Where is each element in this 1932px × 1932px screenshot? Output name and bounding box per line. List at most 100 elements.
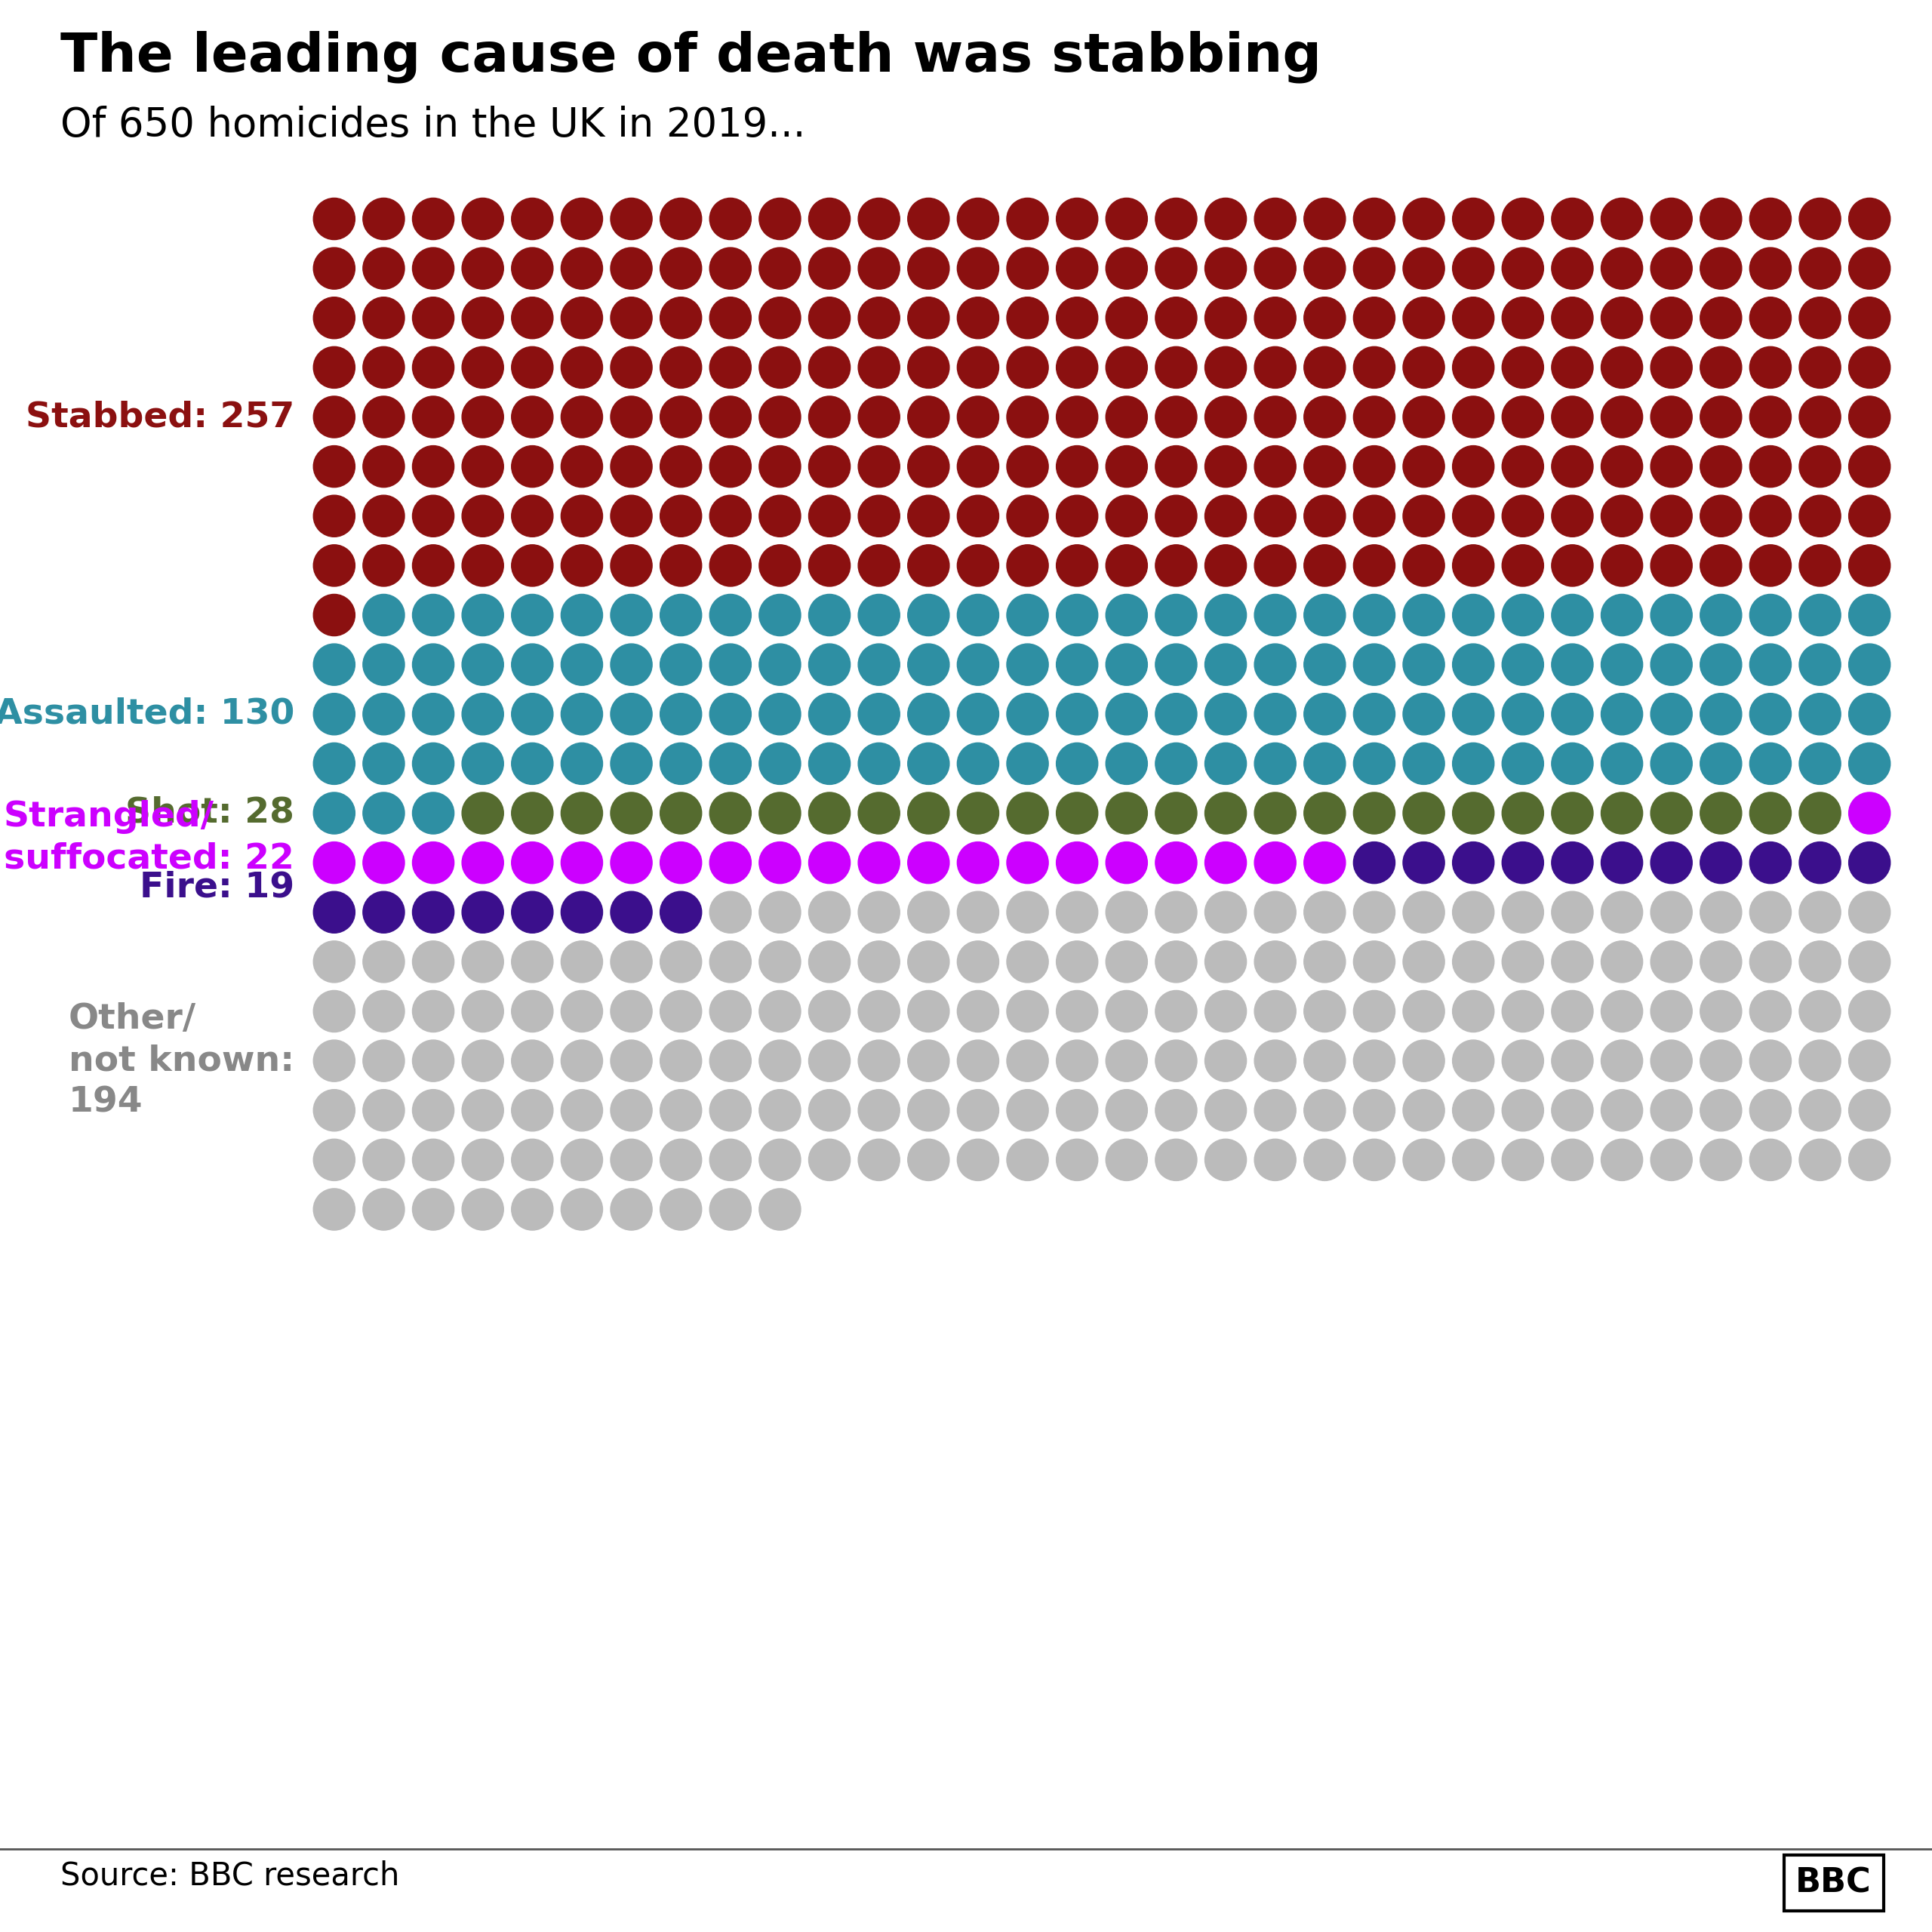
Circle shape xyxy=(1849,199,1889,240)
Circle shape xyxy=(1849,595,1889,636)
Circle shape xyxy=(1354,495,1395,537)
Circle shape xyxy=(759,199,800,240)
Circle shape xyxy=(1849,991,1889,1032)
Circle shape xyxy=(1007,247,1049,290)
Circle shape xyxy=(810,694,850,734)
Circle shape xyxy=(1551,495,1594,537)
Circle shape xyxy=(363,643,404,686)
Circle shape xyxy=(1750,396,1791,439)
Circle shape xyxy=(1849,298,1889,338)
Circle shape xyxy=(363,842,404,883)
Circle shape xyxy=(1057,346,1097,388)
Circle shape xyxy=(1206,396,1246,439)
Circle shape xyxy=(313,495,355,537)
Circle shape xyxy=(908,1090,949,1130)
Circle shape xyxy=(1057,1039,1097,1082)
Circle shape xyxy=(1650,941,1692,983)
Circle shape xyxy=(1453,1090,1493,1130)
Circle shape xyxy=(1551,941,1594,983)
Circle shape xyxy=(363,792,404,835)
Circle shape xyxy=(1304,396,1345,439)
Circle shape xyxy=(412,941,454,983)
Text: Stabbed: 257: Stabbed: 257 xyxy=(25,400,294,435)
Circle shape xyxy=(1354,991,1395,1032)
Circle shape xyxy=(1304,1090,1345,1130)
Circle shape xyxy=(1304,545,1345,585)
Circle shape xyxy=(1105,495,1148,537)
Circle shape xyxy=(1304,247,1345,290)
Circle shape xyxy=(759,694,800,734)
Circle shape xyxy=(759,595,800,636)
Circle shape xyxy=(1650,545,1692,585)
Circle shape xyxy=(810,1090,850,1130)
Circle shape xyxy=(1057,247,1097,290)
Circle shape xyxy=(759,545,800,585)
Circle shape xyxy=(313,891,355,933)
Circle shape xyxy=(1304,595,1345,636)
Circle shape xyxy=(1403,643,1445,686)
Circle shape xyxy=(363,1090,404,1130)
Circle shape xyxy=(1057,891,1097,933)
Circle shape xyxy=(1650,1090,1692,1130)
Circle shape xyxy=(759,792,800,835)
Circle shape xyxy=(560,298,603,338)
Circle shape xyxy=(1155,396,1198,439)
Circle shape xyxy=(1105,396,1148,439)
Circle shape xyxy=(1602,545,1642,585)
Circle shape xyxy=(1799,545,1841,585)
Circle shape xyxy=(462,298,504,338)
Circle shape xyxy=(759,298,800,338)
Circle shape xyxy=(709,595,752,636)
Circle shape xyxy=(858,792,900,835)
Circle shape xyxy=(661,1140,701,1180)
Circle shape xyxy=(412,694,454,734)
Circle shape xyxy=(858,694,900,734)
Circle shape xyxy=(1849,346,1889,388)
Circle shape xyxy=(956,742,999,784)
Circle shape xyxy=(1155,842,1198,883)
Circle shape xyxy=(1700,595,1743,636)
Circle shape xyxy=(1551,396,1594,439)
Circle shape xyxy=(1403,495,1445,537)
Circle shape xyxy=(759,247,800,290)
Circle shape xyxy=(661,1188,701,1231)
Circle shape xyxy=(1551,1140,1594,1180)
Circle shape xyxy=(560,247,603,290)
Circle shape xyxy=(1650,1140,1692,1180)
Circle shape xyxy=(363,694,404,734)
Circle shape xyxy=(709,199,752,240)
Circle shape xyxy=(1155,247,1198,290)
Circle shape xyxy=(1403,545,1445,585)
Circle shape xyxy=(759,742,800,784)
Circle shape xyxy=(1304,842,1345,883)
Circle shape xyxy=(1453,742,1493,784)
Circle shape xyxy=(1501,643,1544,686)
Circle shape xyxy=(1700,199,1743,240)
Circle shape xyxy=(1155,1140,1198,1180)
Circle shape xyxy=(611,446,653,487)
Circle shape xyxy=(1057,1140,1097,1180)
Circle shape xyxy=(1551,742,1594,784)
Circle shape xyxy=(1155,742,1198,784)
Circle shape xyxy=(462,1188,504,1231)
Circle shape xyxy=(956,1140,999,1180)
Circle shape xyxy=(560,991,603,1032)
Circle shape xyxy=(611,792,653,835)
Circle shape xyxy=(759,991,800,1032)
Circle shape xyxy=(908,941,949,983)
Circle shape xyxy=(611,247,653,290)
Circle shape xyxy=(1453,891,1493,933)
Circle shape xyxy=(512,396,553,439)
Circle shape xyxy=(1105,199,1148,240)
Circle shape xyxy=(1750,991,1791,1032)
Circle shape xyxy=(1206,1140,1246,1180)
Circle shape xyxy=(1799,298,1841,338)
Circle shape xyxy=(908,792,949,835)
Circle shape xyxy=(1501,298,1544,338)
Circle shape xyxy=(1602,495,1642,537)
Circle shape xyxy=(1254,694,1296,734)
Circle shape xyxy=(1453,495,1493,537)
Circle shape xyxy=(1354,1140,1395,1180)
Circle shape xyxy=(709,545,752,585)
Circle shape xyxy=(462,742,504,784)
